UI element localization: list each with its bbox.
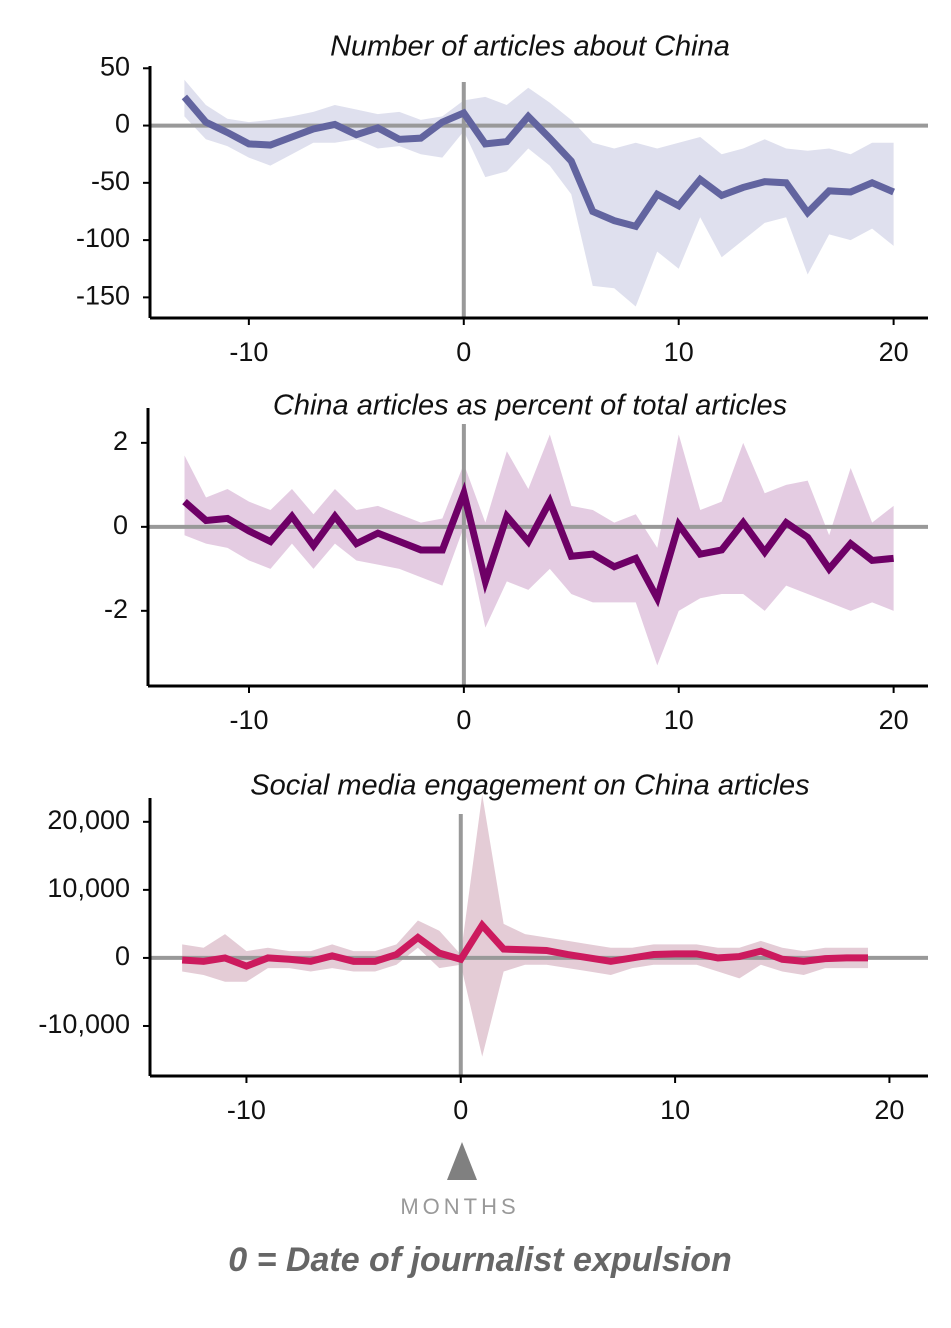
chart-title: Social media engagement on China article…	[250, 770, 809, 802]
expulsion-marker	[447, 1142, 477, 1180]
x-tick-label: 10	[664, 337, 694, 367]
x-tick-label: -10	[229, 705, 268, 735]
y-tick-label: 0	[115, 109, 130, 139]
x-tick-label: 10	[664, 705, 694, 735]
confidence-band	[184, 434, 894, 666]
y-tick-label: -2	[104, 594, 128, 624]
y-tick-label: 10,000	[47, 873, 130, 903]
y-tick-label: 2	[113, 426, 128, 456]
x-tick-label: 0	[456, 705, 471, 735]
x-tick-label: 20	[874, 1095, 904, 1125]
data-line	[181, 919, 868, 970]
data-line	[181, 94, 895, 231]
y-tick-label: 20,000	[47, 805, 130, 835]
x-tick-label: 0	[453, 1095, 468, 1125]
y-tick-label: 50	[100, 51, 130, 81]
data-line	[182, 481, 894, 608]
y-tick-label: 0	[113, 510, 128, 540]
x-tick-label: -10	[227, 1095, 266, 1125]
note: 0 = Date of journalist expulsion	[228, 1241, 732, 1279]
y-tick-label: -100	[76, 223, 130, 253]
x-tick-label: 0	[456, 337, 471, 367]
y-tick-label: -50	[91, 166, 130, 196]
chart-title: Number of articles about China	[330, 31, 730, 63]
confidence-band	[184, 79, 894, 307]
x-tick-label: 10	[660, 1095, 690, 1125]
x-tick-label: 20	[879, 705, 909, 735]
chart-title: China articles as percent of total artic…	[273, 390, 787, 422]
y-tick-label: -150	[76, 281, 130, 311]
y-tick-label: 0	[115, 941, 130, 971]
y-tick-label: -10,000	[38, 1009, 130, 1039]
x-tick-label: 20	[879, 337, 909, 367]
x-axis-label: MONTHS	[400, 1194, 519, 1219]
confidence-band	[182, 794, 868, 1057]
x-tick-label: -10	[229, 337, 268, 367]
